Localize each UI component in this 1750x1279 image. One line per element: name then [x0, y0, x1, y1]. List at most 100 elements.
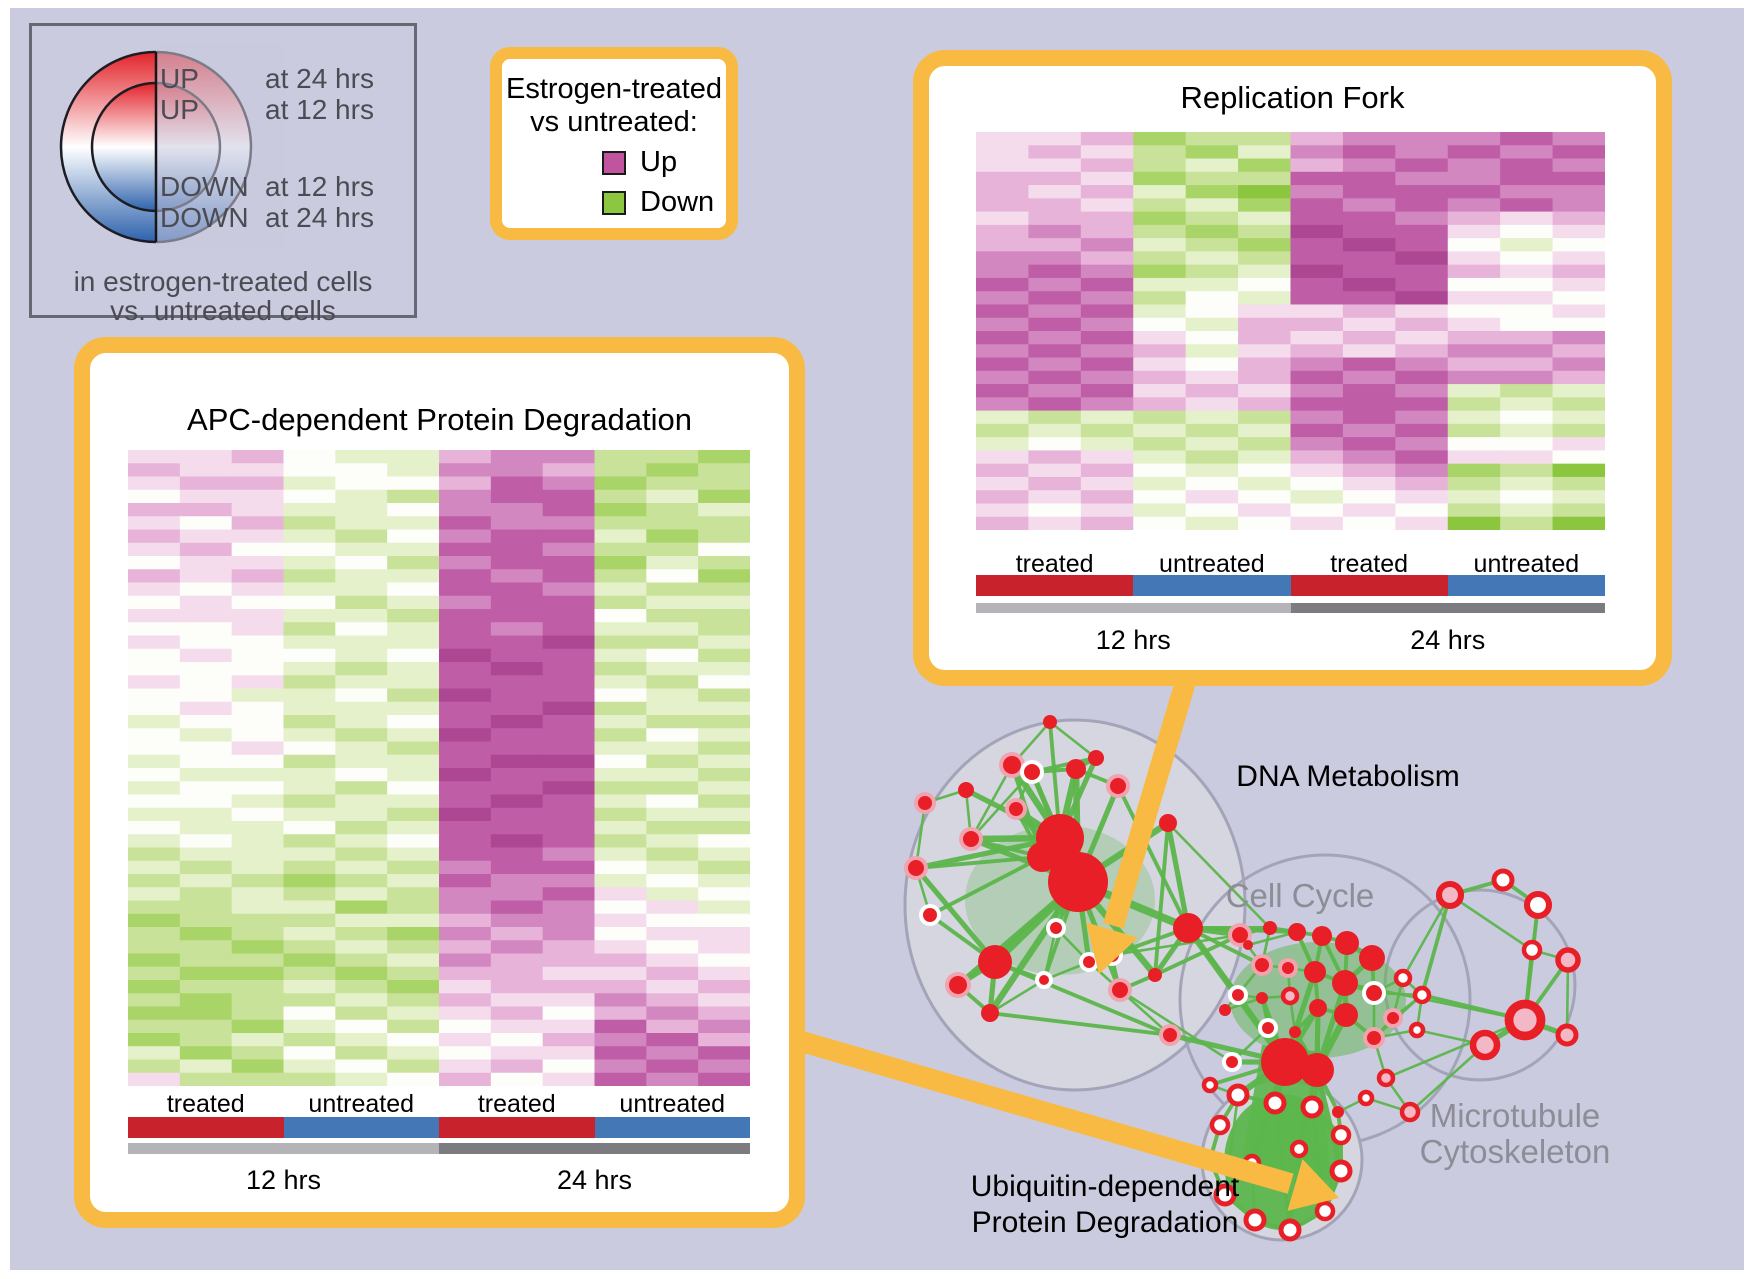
- heatmap-cell: [128, 794, 181, 809]
- heatmap-cell: [1395, 344, 1449, 359]
- heatmap-cell: [439, 715, 492, 729]
- heatmap-cell: [646, 874, 699, 888]
- heatmap-cell: [594, 662, 647, 676]
- heatmap-cell: [594, 542, 647, 557]
- gene-node: [1083, 956, 1095, 968]
- heatmap-cell: [1447, 224, 1501, 239]
- heatmap-cell: [1238, 238, 1292, 252]
- network-edge: [1049, 720, 1097, 760]
- heatmap-cell: [594, 569, 647, 584]
- heatmap-cell: [387, 450, 440, 464]
- heatmap-cell: [1342, 503, 1396, 518]
- apc-heatmap: [128, 450, 750, 1086]
- heatmap-cell: [594, 768, 647, 782]
- heatmap-cell: [387, 768, 440, 782]
- heatmap-cell: [542, 542, 596, 557]
- heatmap-cell: [646, 542, 699, 557]
- heatmap-cell: [542, 1019, 596, 1034]
- gene-node: [1088, 750, 1104, 766]
- heatmap-cell: [128, 1072, 181, 1086]
- heatmap-cell: [646, 622, 699, 637]
- heatmap-cell: [128, 715, 181, 729]
- heatmap-cell: [335, 847, 388, 862]
- heatmap-cell: [439, 821, 492, 835]
- heatmap-cell: [1342, 145, 1396, 160]
- heatmap-cell: [594, 927, 647, 941]
- heatmap-cell: [1395, 211, 1449, 226]
- heatmap-cell: [231, 807, 285, 822]
- heatmap-cell: [1133, 423, 1187, 438]
- condition-label: treated: [1015, 550, 1094, 578]
- cluster-label: Protein Degradation: [972, 1206, 1239, 1239]
- gene-node: [1219, 1004, 1231, 1016]
- heatmap-cell: [542, 807, 596, 822]
- time-bar: [128, 1143, 439, 1154]
- heatmap-cell: [1238, 450, 1292, 465]
- heatmap-cell: [283, 622, 336, 637]
- heatmap-cell: [542, 794, 596, 809]
- legend-item-down: Down: [602, 186, 726, 219]
- heatmap-cell: [1447, 251, 1501, 266]
- heatmap-cell: [128, 847, 181, 862]
- heatmap-cell: [1028, 304, 1082, 319]
- heatmap-cell: [231, 476, 285, 491]
- heatmap-cell: [1080, 145, 1134, 160]
- heatmap-cell: [646, 794, 699, 809]
- heatmap-cell: [1080, 198, 1134, 213]
- gene-node: [923, 908, 937, 922]
- heatmap-cell: [283, 1046, 336, 1061]
- heatmap-cell: [1185, 198, 1239, 213]
- heatmap-cell: [283, 503, 336, 517]
- heatmap-cell: [698, 450, 750, 464]
- heatmap-cell: [335, 450, 388, 464]
- gene-node: [1066, 759, 1086, 779]
- updown-row-time: at 12 hrs: [265, 94, 374, 125]
- heatmap-cell: [231, 463, 285, 478]
- heatmap-cell: [1028, 423, 1082, 438]
- heatmap-cell: [1447, 370, 1501, 385]
- heatmap-cell: [976, 384, 1030, 398]
- heatmap-cell: [1080, 304, 1134, 319]
- heatmap-cell: [976, 410, 1030, 425]
- network-edge: [1420, 894, 1452, 996]
- heatmap-cell: [231, 701, 285, 716]
- heatmap-cell: [698, 1072, 750, 1086]
- heatmap-cell: [594, 622, 647, 637]
- heatmap-cell: [1080, 211, 1134, 226]
- heatmap-cell: [698, 754, 750, 769]
- heatmap-cell: [646, 582, 699, 597]
- updown-row-time: at 12 hrs: [265, 171, 374, 202]
- heatmap-cell: [1290, 317, 1344, 332]
- heatmap-cell: [439, 516, 492, 531]
- gene-node: [981, 1004, 999, 1022]
- network-edge: [1165, 822, 1191, 929]
- heatmap-cell: [1028, 397, 1082, 412]
- heatmap-cell: [283, 927, 336, 941]
- heatmap-cell: [283, 648, 336, 663]
- heatmap-cell: [1552, 384, 1605, 398]
- gene-node: [1309, 999, 1327, 1017]
- heatmap-cell: [594, 595, 647, 610]
- heatmap-cell: [542, 874, 596, 888]
- heatmap-cell: [335, 887, 388, 902]
- heatmap-cell: [646, 860, 699, 875]
- time-bar: [1290, 603, 1605, 613]
- heatmap-cell: [335, 582, 388, 597]
- updown-note-line2: vs. untreated cells: [110, 295, 336, 326]
- gene-node: [1261, 1038, 1309, 1086]
- heatmap-cell: [490, 542, 544, 557]
- heatmap-cell: [1500, 384, 1554, 398]
- heatmap-cell: [335, 1019, 388, 1034]
- heatmap-cell: [976, 423, 1030, 438]
- heatmap-cell: [387, 662, 440, 676]
- heatmap-cell: [283, 754, 336, 769]
- heatmap-cell: [1080, 132, 1134, 146]
- heatmap-cell: [335, 556, 388, 570]
- heatmap-cell: [128, 542, 181, 557]
- heatmap-cell: [439, 503, 492, 517]
- updown-row-time: at 24 hrs: [265, 63, 374, 94]
- gene-node: [1110, 778, 1126, 794]
- heatmap-cell: [439, 1059, 492, 1074]
- heatmap-cell: [1342, 516, 1396, 530]
- heatmap-cell: [283, 794, 336, 809]
